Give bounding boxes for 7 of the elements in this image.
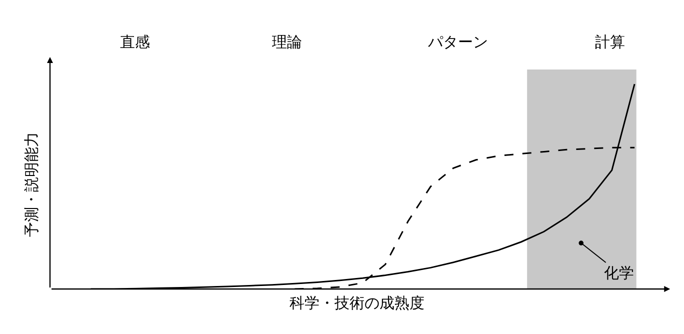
x-axis-title: 科学・技術の成熟度 bbox=[290, 294, 424, 312]
text: 直感 bbox=[120, 33, 150, 51]
text: パターン bbox=[427, 33, 488, 51]
text: 計算 bbox=[595, 33, 625, 51]
text: 理論 bbox=[272, 33, 302, 51]
annotation: 化学 bbox=[604, 264, 634, 282]
y-axis-title: 予測・説明能力 bbox=[22, 132, 40, 237]
